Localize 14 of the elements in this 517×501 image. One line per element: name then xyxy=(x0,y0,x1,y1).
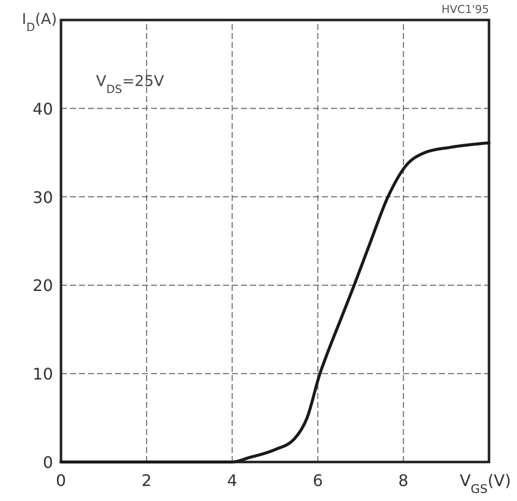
x-tick-label: 4 xyxy=(227,471,238,490)
x-tick-label: 8 xyxy=(398,471,408,490)
y-tick-label: 20 xyxy=(32,276,53,296)
annotation: V$_{DS}$=25V xyxy=(96,72,165,96)
text: HVC1'95 xyxy=(442,3,489,16)
x-tick-label: 0 xyxy=(56,471,66,490)
y-tick-label: 10 xyxy=(32,364,53,384)
y-axis-title: I$_{D}$(A) xyxy=(22,10,57,34)
x-axis-title: V$_{GS}$(V) xyxy=(460,471,511,496)
y-tick-label: 40 xyxy=(32,99,53,118)
y-tick-label: 0 xyxy=(42,453,53,472)
y-tick-label: 30 xyxy=(32,188,53,207)
x-tick-label: 2 xyxy=(142,471,152,490)
x-tick-label: 6 xyxy=(312,471,323,490)
